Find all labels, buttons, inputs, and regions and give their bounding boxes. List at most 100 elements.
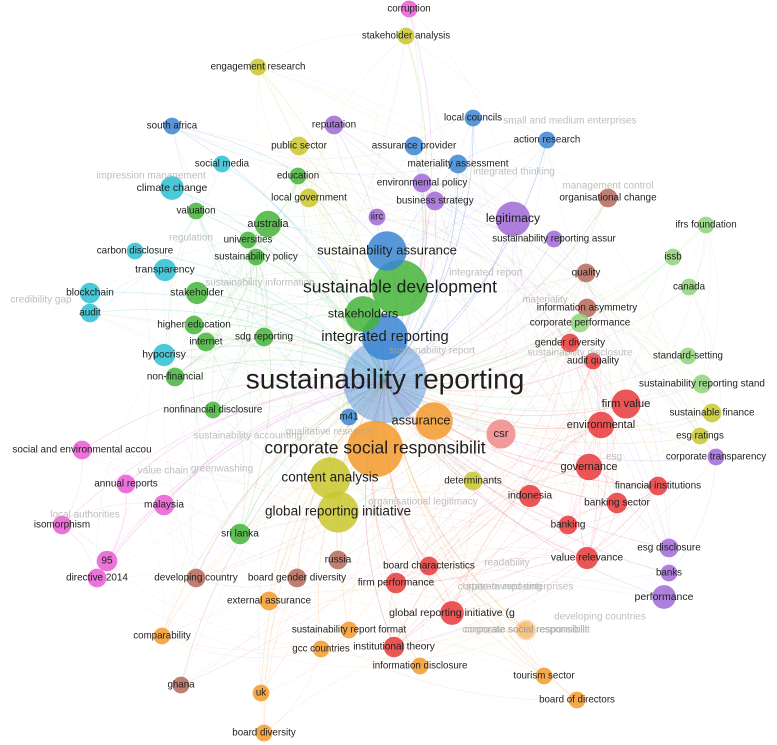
node-social-media[interactable] — [213, 155, 231, 173]
node-board-characteristics[interactable] — [419, 556, 439, 576]
node-australia[interactable] — [254, 210, 282, 238]
node-stakeholders[interactable] — [345, 296, 381, 332]
node-stakeholder[interactable] — [185, 281, 209, 305]
node-organisational-change[interactable] — [598, 188, 618, 208]
node-indonesia[interactable] — [518, 484, 542, 508]
node-tourism-sector[interactable] — [535, 667, 553, 685]
node-carbon-disclosure[interactable] — [126, 242, 144, 260]
node-environmental[interactable] — [587, 411, 615, 439]
node-corruption[interactable] — [400, 0, 418, 18]
node-sri-lanka[interactable] — [229, 523, 251, 545]
network-edge — [89, 312, 474, 482]
node-audit-quality[interactable] — [584, 352, 602, 370]
node-banks[interactable] — [660, 564, 678, 582]
node-issb[interactable] — [664, 248, 682, 266]
node-russia[interactable] — [328, 550, 348, 570]
node-performance[interactable] — [652, 585, 676, 609]
network-edge — [567, 360, 599, 526]
node-developing-country[interactable] — [186, 568, 206, 588]
node-isomorphism[interactable] — [52, 515, 72, 535]
node-internet[interactable] — [196, 332, 216, 352]
node-higher-education[interactable] — [184, 315, 204, 335]
node-corporate-social-responsibilit[interactable] — [346, 420, 404, 478]
node-sustainable-finance[interactable] — [702, 403, 722, 423]
node-ghana[interactable] — [172, 676, 190, 694]
node-corporate-social-responsibilit[interactable] — [515, 619, 537, 641]
node-information-asymmetry[interactable] — [577, 298, 597, 318]
node-esg-ratings[interactable] — [691, 427, 709, 445]
node-nonfinancial-disclosure[interactable] — [204, 401, 222, 419]
node-hypocrisy[interactable] — [152, 343, 176, 367]
node-assurance[interactable] — [415, 402, 453, 440]
node-sustainability-assurance[interactable] — [367, 231, 407, 271]
node-audit[interactable] — [80, 303, 100, 323]
node-assurance-provider[interactable] — [404, 136, 424, 156]
node-social-and-environmental-accou[interactable] — [72, 440, 92, 460]
node-information-disclosure[interactable] — [411, 657, 429, 675]
node-iirc[interactable] — [368, 208, 386, 226]
node-global-reporting-initiative[interactable] — [317, 491, 359, 533]
node-reputation[interactable] — [324, 115, 344, 135]
node-education[interactable] — [289, 167, 307, 185]
node-banking-sector[interactable] — [606, 492, 628, 514]
node-sdg-reporting[interactable] — [254, 327, 274, 347]
node-action-research[interactable] — [538, 131, 556, 149]
node-directive-2014[interactable] — [87, 568, 107, 588]
node-board-diversity[interactable] — [255, 724, 273, 742]
network-edge — [171, 187, 514, 237]
node-environmental-policy[interactable] — [412, 173, 432, 193]
node-sustainability-reporting-stand[interactable] — [692, 374, 712, 394]
node-external-assurance[interactable] — [259, 591, 279, 611]
node-firm-value[interactable] — [611, 389, 641, 419]
node-sustainable-development[interactable] — [371, 259, 429, 317]
node-esg-disclosure[interactable] — [659, 538, 679, 558]
node-gender-diversity[interactable] — [560, 333, 580, 353]
node-legitimacy[interactable] — [495, 201, 531, 237]
node-materiality-assessment[interactable] — [448, 154, 468, 174]
node-local-government[interactable] — [299, 188, 319, 208]
node-transparency[interactable] — [153, 258, 177, 282]
node-malaysia[interactable] — [153, 494, 175, 516]
node-local-councils[interactable] — [464, 109, 482, 127]
node-governance[interactable] — [575, 453, 603, 481]
node-institutional-theory[interactable] — [383, 636, 405, 658]
node-comparability[interactable] — [153, 627, 171, 645]
node-sustainability-reporting[interactable] — [343, 339, 427, 423]
node-standard-setting[interactable] — [679, 347, 697, 365]
node-corporate-social-responsibilit[interactable] — [517, 621, 535, 639]
node-south-africa[interactable] — [163, 117, 181, 135]
network-edge — [579, 322, 689, 357]
node-content-analysis[interactable] — [309, 457, 351, 499]
node-value-relevance[interactable] — [575, 546, 599, 570]
node-sustainability-report-format[interactable] — [340, 621, 358, 639]
node-climate-change[interactable] — [160, 176, 184, 200]
node-corporate-transparency[interactable] — [707, 448, 725, 466]
node-board-gender-diversity[interactable] — [287, 568, 307, 588]
node-sustainability-policy[interactable] — [247, 248, 265, 266]
node-uk[interactable] — [252, 684, 270, 702]
node-stakeholder-analysis[interactable] — [397, 27, 415, 45]
node-ifrs-foundation[interactable] — [697, 216, 715, 234]
node-engagement-research[interactable] — [249, 58, 267, 76]
node-valuation[interactable] — [187, 202, 205, 220]
node-business-strategy[interactable] — [425, 191, 445, 211]
node-m41[interactable] — [340, 408, 358, 426]
node-blockchain[interactable] — [79, 282, 101, 304]
node-board-of-directors[interactable] — [568, 691, 586, 709]
node-corporate-performance[interactable] — [570, 313, 590, 333]
node-determinants[interactable] — [463, 471, 483, 491]
node-public-sector[interactable] — [289, 136, 309, 156]
node-banking[interactable] — [558, 515, 578, 535]
node-non-financial[interactable] — [165, 367, 185, 387]
node-gcc-countries[interactable] — [312, 640, 330, 658]
node-firm-performance[interactable] — [385, 572, 407, 594]
node-financial-institutions[interactable] — [648, 476, 668, 496]
node-global-reporting-initiative-g[interactable] — [440, 601, 464, 625]
node-canada[interactable] — [680, 278, 698, 296]
node-universities[interactable] — [239, 231, 257, 249]
node-csr[interactable] — [486, 419, 516, 449]
node-sustainability-reporting-assur[interactable] — [545, 230, 563, 248]
node-95[interactable] — [96, 550, 118, 572]
node-quality[interactable] — [576, 263, 596, 283]
node-annual-reports[interactable] — [116, 474, 136, 494]
